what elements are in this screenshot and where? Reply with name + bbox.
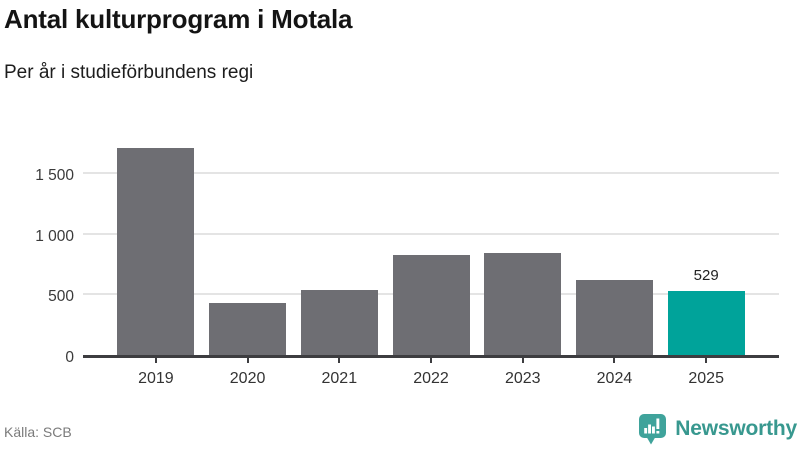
y-tick-label-500: 500 xyxy=(48,288,74,306)
plot-area: 529 xyxy=(83,140,779,363)
x-tick-label-2020: 2020 xyxy=(229,370,266,387)
value-label-2025: 529 xyxy=(693,266,719,284)
bars-row: 529 xyxy=(110,140,752,355)
page-title: Antal kulturprogram i Motala xyxy=(4,4,353,34)
bar-slot-2023 xyxy=(477,140,569,355)
x-tick-label-2024: 2024 xyxy=(596,370,633,387)
x-tick-mark-2023 xyxy=(521,358,524,363)
bar-slot-2024 xyxy=(569,140,661,355)
x-tick-mark-2024 xyxy=(613,358,616,363)
y-tick-label-1500: 1 500 xyxy=(35,167,74,185)
x-tick-mark-2022 xyxy=(430,358,432,363)
x-tick-label-2022: 2022 xyxy=(413,370,449,387)
newsworthy-bar-chart-speech-bubble-icon xyxy=(638,413,668,445)
bar-2024 xyxy=(575,279,653,355)
bar-slot-2022 xyxy=(385,140,477,355)
x-tick-mark-2019 xyxy=(154,358,157,363)
x-tick-label-2025: 2025 xyxy=(688,370,724,387)
y-tick-label-1000: 1 000 xyxy=(35,227,74,245)
chart-subtitle: Per år i studieförbundens regi xyxy=(4,62,254,83)
x-tick-mark-2025 xyxy=(705,358,708,363)
bar-slot-2020 xyxy=(202,140,294,355)
newsworthy-brand-name: Newsworthy xyxy=(675,417,797,440)
bar-2020 xyxy=(209,302,287,355)
bar-2023 xyxy=(484,253,562,355)
source-text: Källa: SCB xyxy=(4,424,72,440)
gridline-1000 xyxy=(83,232,779,235)
bar-slot-2019 xyxy=(110,140,202,355)
x-tick-mark-2021 xyxy=(338,358,341,363)
bar-2025 xyxy=(667,290,745,355)
bar-slot-2025: 529 xyxy=(660,140,752,355)
x-tick-label-2023: 2023 xyxy=(504,370,541,387)
bar-2022 xyxy=(392,255,470,355)
gridline-1500 xyxy=(83,172,779,175)
y-axis-labels: 0 500 1 000 1 500 xyxy=(0,140,74,366)
y-tick-label-0: 0 xyxy=(65,349,74,366)
x-tick-label-2021: 2021 xyxy=(321,370,358,387)
x-tick-label-2019: 2019 xyxy=(138,370,174,387)
x-axis-labels: 2019 2020 2021 2022 2023 2024 2025 xyxy=(83,361,779,388)
bar-slot-2021 xyxy=(293,140,385,355)
bar-2019 xyxy=(117,147,195,355)
bar-2021 xyxy=(300,290,378,355)
newsworthy-logo[interactable]: Newsworthy xyxy=(638,413,797,445)
x-tick-mark-2020 xyxy=(246,358,249,363)
